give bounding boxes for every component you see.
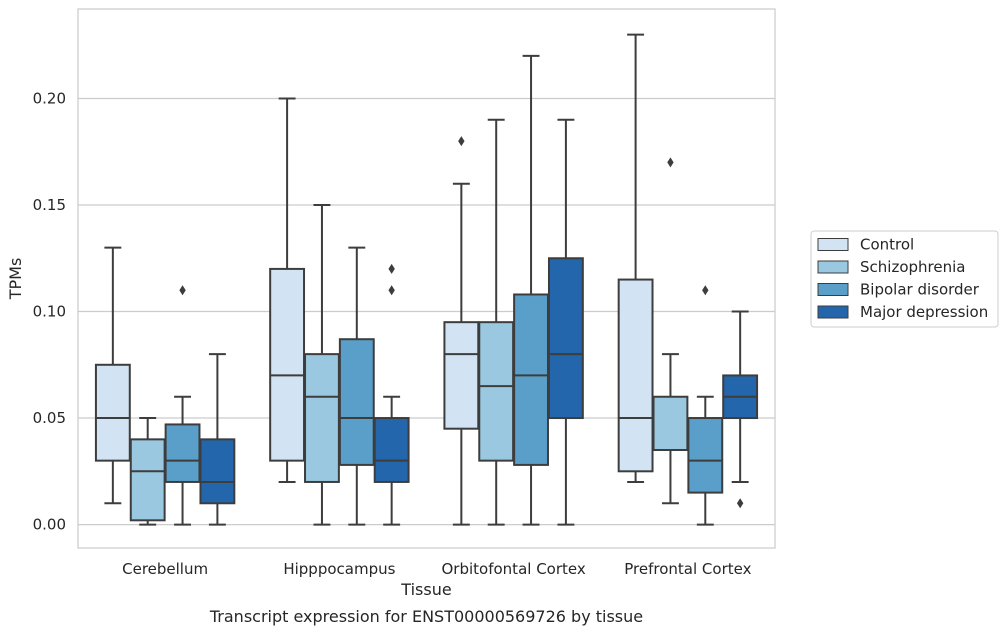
box-iqr: [129, 438, 166, 522]
x-axis-label: Tissue: [400, 580, 451, 599]
legend-label: Bipolar disorder: [860, 281, 980, 299]
box-iqr: [652, 395, 689, 452]
outlier-point: [702, 285, 709, 296]
box-group: [513, 54, 549, 526]
box-iqr: [687, 417, 724, 494]
outlier-point: [458, 136, 465, 147]
box-group: [443, 136, 480, 526]
box-iqr: [304, 353, 340, 483]
outlier-point: [388, 285, 395, 296]
plot-area-frame: [77, 8, 776, 549]
outlier-point: [736, 498, 744, 509]
y-gridlines: [78, 97, 775, 526]
box-iqr: [617, 278, 654, 473]
y-tick-label: 0.10: [33, 303, 66, 321]
legend-swatch: [817, 305, 849, 319]
x-tick-label: Hipppocampus: [283, 560, 395, 578]
box-group: [199, 353, 236, 526]
box-group: [304, 204, 340, 526]
legend-swatch: [817, 283, 849, 296]
box-group: [617, 33, 654, 483]
legend-label: Control: [860, 236, 914, 254]
box-iqr: [94, 363, 131, 462]
box-iqr: [338, 338, 375, 466]
box-iqr: [513, 293, 549, 466]
box-group: [338, 246, 375, 526]
legend-label: Major depression: [860, 303, 988, 321]
outlier-point: [667, 157, 674, 168]
box-group: [129, 417, 166, 526]
box-group: [547, 118, 584, 526]
legend-swatch: [817, 260, 849, 274]
box-group: [722, 310, 759, 509]
legend-frame: [810, 230, 999, 328]
box-iqr: [443, 321, 480, 430]
box-group: [687, 285, 724, 526]
y-tick-label: 0.20: [33, 89, 66, 107]
box-iqr: [547, 257, 584, 420]
box-iqr: [269, 267, 306, 462]
box-iqr: [373, 417, 410, 483]
y-tick-label: 0.15: [33, 196, 66, 214]
legend: Control Schizophrenia Bipolar disorder Majo…: [810, 230, 999, 328]
outlier-point: [179, 285, 186, 296]
x-tick-label: Prefrontal Cortex: [624, 560, 751, 578]
x-tick-labels: Cerebellum Hipppocampus Orbitofontal Corte…: [122, 560, 751, 578]
box-group: [164, 285, 201, 526]
y-tick-label: 0.00: [33, 516, 66, 534]
box-iqr: [199, 438, 236, 505]
chart-caption: Transcript expression for ENST0000056972…: [209, 607, 643, 626]
box-group: [94, 246, 131, 505]
box-iqr: [478, 321, 515, 462]
x-tick-label: Cerebellum: [122, 560, 208, 578]
y-tick-labels: 0.00 0.05 0.10 0.15 0.20: [33, 89, 66, 533]
x-tick-label: Orbitofontal Cortex: [442, 560, 586, 578]
y-axis-label: TPMs: [6, 258, 25, 301]
legend-label: Schizophrenia: [860, 258, 965, 276]
box-group: [373, 263, 410, 526]
box-groups: [94, 33, 759, 526]
outlier-point: [388, 263, 395, 274]
y-tick-label: 0.05: [33, 409, 66, 427]
legend-swatch: [817, 238, 849, 251]
box-iqr: [164, 423, 201, 483]
box-group: [269, 97, 306, 483]
